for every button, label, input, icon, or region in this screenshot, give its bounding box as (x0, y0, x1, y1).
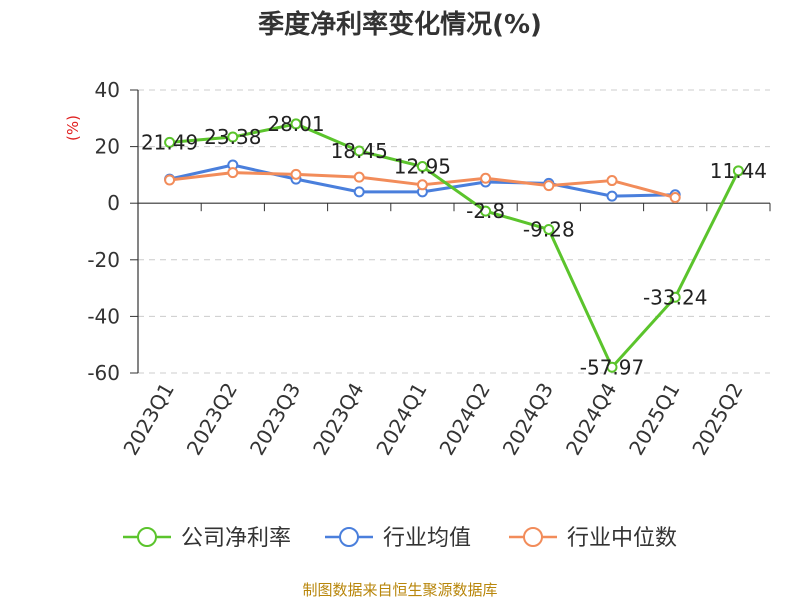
data-point[interactable] (606, 190, 618, 202)
series-2 (164, 167, 681, 204)
y-tick-label: -40 (87, 304, 120, 328)
data-point[interactable] (227, 131, 239, 143)
data-point[interactable] (290, 118, 302, 130)
chart-title: 季度净利率变化情况(%) (258, 9, 542, 40)
data-point[interactable] (543, 180, 555, 192)
data-point[interactable] (290, 168, 302, 180)
data-label: -33.24 (643, 285, 707, 309)
y-tick-label: 20 (95, 135, 120, 159)
data-point[interactable] (164, 136, 176, 148)
data-label: 11.44 (710, 159, 767, 183)
legend[interactable]: 公司净利率 行业均值 行业中位数 (123, 526, 677, 551)
legend-marker-icon (523, 527, 543, 547)
series-line (169, 122, 740, 369)
data-point[interactable] (164, 174, 176, 186)
data-point[interactable] (669, 291, 681, 303)
series-0 (164, 118, 744, 373)
data-label: -2.8 (466, 199, 505, 223)
legend-marker-icon (339, 527, 359, 547)
data-point[interactable] (669, 192, 681, 204)
x-tick-label: 2023Q2 (182, 379, 242, 460)
data-point[interactable] (480, 172, 492, 184)
x-tick-label: 2025Q2 (687, 379, 747, 460)
data-point[interactable] (353, 145, 365, 157)
y-tick-label: 40 (95, 78, 120, 102)
x-tick-label: 2023Q1 (118, 379, 178, 460)
data-point[interactable] (606, 361, 618, 373)
data-point[interactable] (353, 186, 365, 198)
data-point[interactable] (543, 223, 555, 235)
data-point[interactable] (732, 165, 744, 177)
data-point[interactable] (606, 175, 618, 187)
source-note: 制图数据来自恒生聚源数据库 (302, 581, 497, 599)
data-label: -9.28 (523, 217, 575, 241)
legend-label: 行业均值 (383, 526, 471, 551)
legend-label: 行业中位数 (567, 526, 677, 551)
data-label: 21.49 (141, 130, 198, 154)
y-axis-label: (%) (64, 115, 82, 141)
data-label: 28.01 (267, 112, 324, 136)
data-point[interactable] (353, 171, 365, 183)
data-point[interactable] (416, 161, 428, 173)
y-tick-label: -60 (87, 361, 120, 385)
legend-item-2[interactable]: 行业中位数 (509, 526, 677, 551)
legend-item-0[interactable]: 公司净利率 (123, 526, 291, 551)
data-point[interactable] (227, 167, 239, 179)
data-label: 18.45 (331, 139, 388, 163)
x-tick-label: 2024Q4 (561, 379, 621, 460)
y-tick-label: -20 (87, 248, 120, 272)
y-tick-label: 0 (107, 191, 120, 215)
data-point[interactable] (480, 205, 492, 217)
legend-item-1[interactable]: 行业均值 (325, 526, 471, 551)
x-tick-label: 2024Q2 (434, 379, 494, 460)
series-group (164, 118, 744, 373)
data-point[interactable] (416, 179, 428, 191)
x-tick-label: 2024Q1 (371, 379, 431, 460)
data-label: 12.95 (394, 155, 451, 179)
x-tick-label: 2023Q3 (245, 379, 305, 460)
x-tick-label: 2024Q3 (498, 379, 558, 460)
x-tick-label: 2025Q1 (624, 379, 684, 460)
legend-label: 公司净利率 (181, 526, 291, 551)
legend-marker-icon (137, 527, 157, 547)
data-label: -57.97 (580, 355, 644, 379)
x-tick-label: 2023Q4 (308, 379, 368, 460)
data-label: 23.38 (204, 125, 261, 149)
